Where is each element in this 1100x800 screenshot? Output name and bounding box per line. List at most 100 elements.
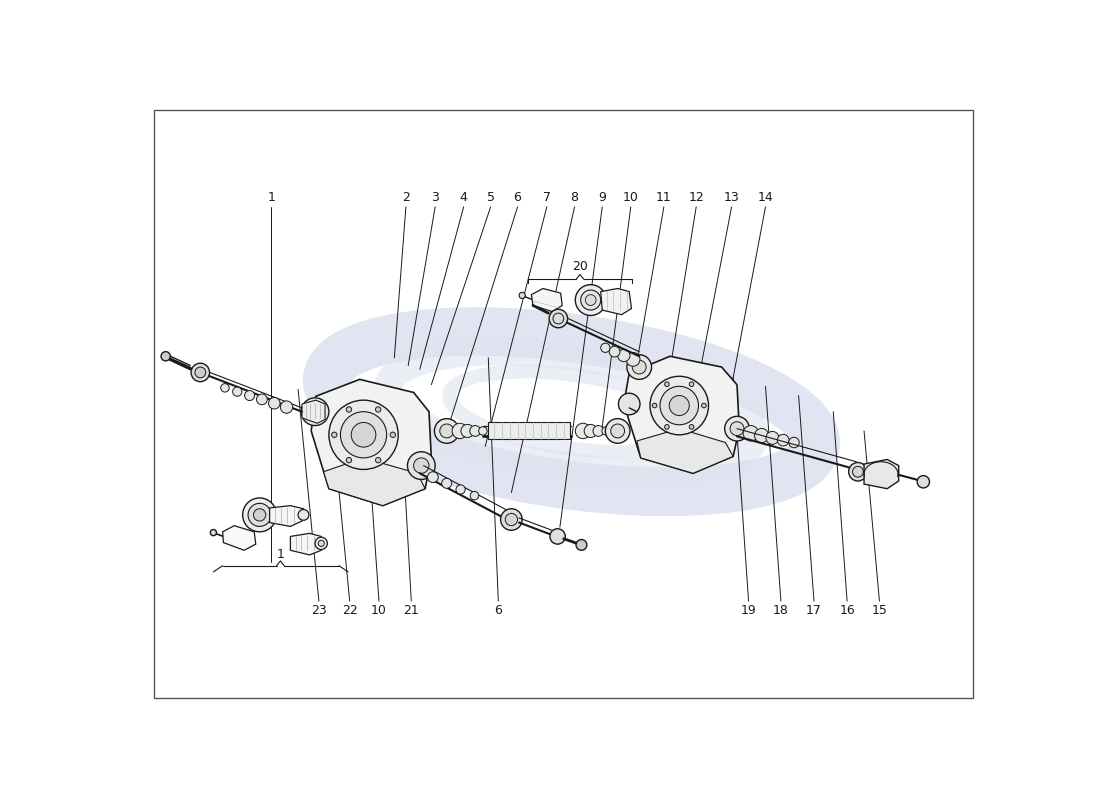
Circle shape [618, 394, 640, 414]
Polygon shape [637, 429, 733, 474]
Circle shape [191, 363, 209, 382]
Circle shape [664, 382, 669, 386]
Text: 6: 6 [494, 604, 503, 617]
Polygon shape [865, 459, 899, 489]
Circle shape [210, 530, 217, 536]
Circle shape [650, 376, 708, 435]
Circle shape [375, 406, 381, 412]
Circle shape [315, 538, 328, 550]
Circle shape [244, 390, 254, 401]
Circle shape [725, 416, 749, 441]
Circle shape [550, 529, 565, 544]
Text: 7: 7 [542, 191, 551, 204]
Circle shape [306, 402, 324, 421]
Text: 1: 1 [267, 191, 275, 204]
Circle shape [852, 466, 864, 477]
Text: 19: 19 [740, 604, 757, 617]
Text: 11: 11 [656, 191, 672, 204]
Circle shape [789, 438, 800, 448]
Circle shape [690, 382, 694, 386]
Circle shape [268, 398, 280, 409]
Circle shape [329, 400, 398, 470]
Circle shape [440, 424, 453, 438]
Polygon shape [531, 289, 562, 311]
Circle shape [585, 294, 596, 306]
Polygon shape [624, 356, 739, 474]
Circle shape [576, 539, 587, 550]
Text: 2: 2 [402, 191, 410, 204]
Circle shape [702, 403, 706, 408]
Circle shape [341, 412, 387, 458]
Circle shape [575, 423, 591, 438]
Circle shape [428, 472, 438, 482]
Text: 1: 1 [276, 549, 284, 562]
Circle shape [626, 353, 640, 366]
Circle shape [470, 426, 481, 436]
Circle shape [318, 540, 324, 546]
Text: 22: 22 [342, 604, 358, 617]
Circle shape [407, 452, 436, 479]
Circle shape [690, 425, 694, 429]
Circle shape [390, 432, 396, 438]
Polygon shape [290, 534, 321, 555]
Circle shape [331, 432, 337, 438]
Circle shape [584, 425, 597, 438]
Polygon shape [601, 289, 631, 314]
Circle shape [346, 406, 352, 412]
Circle shape [455, 485, 465, 494]
Circle shape [280, 401, 293, 414]
Circle shape [221, 383, 229, 392]
Circle shape [519, 292, 526, 298]
Circle shape [434, 418, 459, 443]
Circle shape [256, 394, 267, 405]
Text: 4: 4 [460, 191, 467, 204]
Circle shape [351, 422, 376, 447]
Circle shape [605, 418, 630, 443]
Circle shape [601, 343, 609, 353]
Circle shape [346, 458, 352, 463]
Circle shape [553, 313, 563, 324]
Circle shape [549, 310, 568, 328]
Text: 13: 13 [724, 191, 739, 204]
Circle shape [414, 458, 429, 474]
Circle shape [581, 290, 601, 310]
Polygon shape [488, 422, 570, 439]
Text: 20: 20 [572, 261, 587, 274]
Text: 23: 23 [311, 604, 327, 617]
Text: 8: 8 [571, 191, 579, 204]
Text: 16: 16 [839, 604, 855, 617]
Circle shape [660, 386, 698, 425]
Circle shape [575, 285, 606, 315]
Circle shape [778, 434, 789, 446]
Circle shape [664, 425, 669, 429]
Circle shape [618, 350, 630, 362]
Polygon shape [222, 526, 255, 550]
Circle shape [161, 352, 170, 361]
Text: 3: 3 [431, 191, 439, 204]
Circle shape [652, 403, 657, 408]
Text: 9: 9 [598, 191, 606, 204]
Circle shape [849, 462, 867, 481]
Circle shape [195, 367, 206, 378]
Circle shape [461, 425, 474, 438]
Circle shape [452, 423, 468, 438]
Polygon shape [311, 379, 431, 506]
Polygon shape [323, 458, 425, 506]
Text: 21: 21 [404, 604, 419, 617]
Circle shape [505, 514, 517, 526]
Circle shape [478, 426, 487, 435]
Circle shape [744, 426, 759, 441]
Circle shape [442, 478, 452, 488]
Polygon shape [301, 400, 326, 423]
Circle shape [602, 426, 610, 435]
Circle shape [298, 510, 309, 520]
Circle shape [253, 509, 266, 521]
Circle shape [593, 426, 604, 436]
Text: 18: 18 [773, 604, 789, 617]
Text: 10: 10 [371, 604, 387, 617]
Text: 15: 15 [871, 604, 888, 617]
Text: 17: 17 [806, 604, 822, 617]
Circle shape [500, 509, 522, 530]
Circle shape [917, 476, 930, 488]
Circle shape [470, 491, 478, 500]
